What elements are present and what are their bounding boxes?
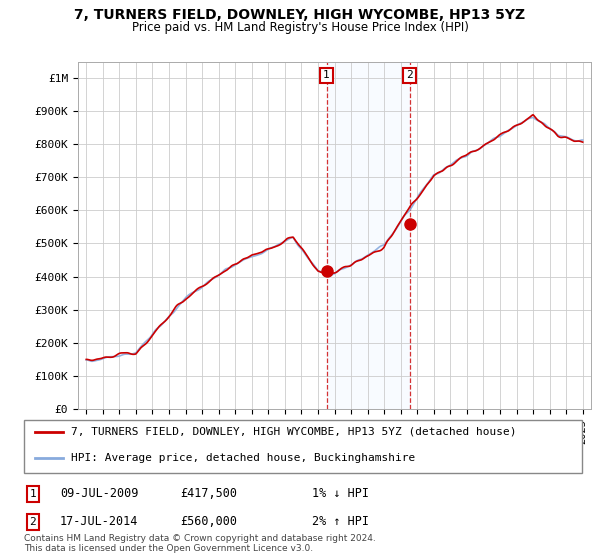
Text: Price paid vs. HM Land Registry's House Price Index (HPI): Price paid vs. HM Land Registry's House … [131, 21, 469, 34]
FancyBboxPatch shape [24, 420, 582, 473]
Text: 2% ↑ HPI: 2% ↑ HPI [312, 515, 369, 529]
Text: 09-JUL-2009: 09-JUL-2009 [60, 487, 139, 501]
Text: 2: 2 [406, 70, 413, 80]
Text: £560,000: £560,000 [180, 515, 237, 529]
Text: 17-JUL-2014: 17-JUL-2014 [60, 515, 139, 529]
Text: £417,500: £417,500 [180, 487, 237, 501]
Text: 7, TURNERS FIELD, DOWNLEY, HIGH WYCOMBE, HP13 5YZ: 7, TURNERS FIELD, DOWNLEY, HIGH WYCOMBE,… [74, 8, 526, 22]
Text: Contains HM Land Registry data © Crown copyright and database right 2024.
This d: Contains HM Land Registry data © Crown c… [24, 534, 376, 553]
Text: 1: 1 [29, 489, 37, 499]
Text: HPI: Average price, detached house, Buckinghamshire: HPI: Average price, detached house, Buck… [71, 453, 416, 463]
Text: 1: 1 [323, 70, 330, 80]
Text: 1% ↓ HPI: 1% ↓ HPI [312, 487, 369, 501]
Text: 7, TURNERS FIELD, DOWNLEY, HIGH WYCOMBE, HP13 5YZ (detached house): 7, TURNERS FIELD, DOWNLEY, HIGH WYCOMBE,… [71, 427, 517, 437]
Text: 2: 2 [29, 517, 37, 527]
Bar [326, 62, 410, 409]
